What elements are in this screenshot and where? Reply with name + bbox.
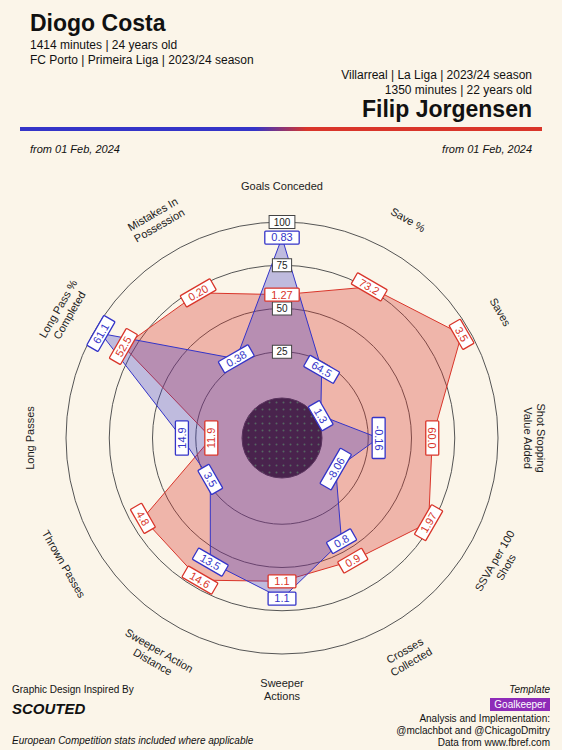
svg-text:1.1: 1.1	[274, 592, 289, 604]
html-text:Analysis and Implementation:: Analysis and Implementation:	[419, 713, 550, 724]
svg-text:SweeperActions: SweeperActions	[260, 677, 304, 702]
svg-text:Goals Conceded: Goals Conceded	[241, 180, 323, 192]
svg-text:75: 75	[276, 260, 288, 271]
svg-text:52.5: 52.5	[113, 334, 134, 359]
html-text:Villarreal | La Liga | 2023/24: Villarreal | La Liga | 2023/24 season	[341, 68, 532, 82]
html-text:Graphic Design Inspired By: Graphic Design Inspired By	[12, 684, 134, 695]
svg-text:1.1: 1.1	[274, 575, 289, 587]
svg-text:Thrown Passes: Thrown Passes	[40, 528, 89, 600]
svg-text:50: 50	[276, 303, 288, 314]
svg-text:3.5: 3.5	[453, 325, 471, 344]
svg-text:100: 100	[274, 217, 291, 228]
svg-text:-8.06: -8.06	[324, 455, 347, 483]
svg-text:0.83: 0.83	[271, 231, 292, 243]
svg-text:0.9: 0.9	[343, 551, 362, 569]
svg-text:Mistakes InPossession: Mistakes InPossession	[125, 195, 186, 245]
svg-text:Long Passes: Long Passes	[24, 406, 36, 470]
html-text:Diogo Costa: Diogo Costa	[30, 10, 166, 36]
svg-text:61.1: 61.1	[90, 321, 111, 346]
html-text:Data from www.fbref.com: Data from www.fbref.com	[437, 737, 550, 748]
svg-text:Sweeper ActionDistance: Sweeper ActionDistance	[117, 626, 196, 686]
html-text:1350 minutes | 22 years old: 1350 minutes | 22 years old	[384, 83, 532, 97]
html-text:from 01 Feb, 2024: from 01 Feb, 2024	[30, 143, 120, 155]
svg-text:4.8: 4.8	[134, 509, 152, 528]
svg-text:3.5: 3.5	[201, 470, 219, 489]
html-text:Goalkeeper: Goalkeeper	[494, 699, 546, 710]
svg-text:14.9: 14.9	[176, 427, 188, 448]
html-text:FC Porto | Primeira Liga | 202: FC Porto | Primeira Liga | 2023/24 seaso…	[30, 53, 254, 67]
svg-text:1.27: 1.27	[271, 289, 292, 301]
svg-text:64.5: 64.5	[309, 359, 334, 380]
svg-text:0.8: 0.8	[332, 532, 351, 550]
svg-text:73.2: 73.2	[357, 276, 382, 297]
html-text:European Competition stats inc: European Competition stats included wher…	[12, 735, 254, 746]
svg-text:Long Pass %Completed: Long Pass %Completed	[37, 277, 91, 346]
html-text:SCOUTED: SCOUTED	[12, 700, 86, 717]
html-text:1414 minutes | 24 years old: 1414 minutes | 24 years old	[30, 38, 178, 52]
svg-text:Save %: Save %	[389, 205, 428, 234]
html-text:Filip Jorgensen: Filip Jorgensen	[362, 96, 532, 122]
svg-text:Shot StoppingValue Added: Shot StoppingValue Added	[522, 403, 547, 472]
svg-text:-0.16: -0.16	[373, 425, 385, 450]
svg-text:11.9: 11.9	[205, 428, 217, 449]
svg-text:CrossesCollected: CrossesCollected	[382, 634, 434, 679]
svg-text:1.3: 1.3	[312, 406, 330, 425]
svg-text:0.20: 0.20	[186, 282, 211, 303]
html-text:@mclachbot and @ChicagoDmitry: @mclachbot and @ChicagoDmitry	[396, 725, 550, 736]
svg-text:25: 25	[276, 346, 288, 357]
svg-text:Saves: Saves	[488, 296, 514, 329]
svg-text:0.38: 0.38	[224, 348, 249, 369]
svg-text:SSVA per 100Shots: SSVA per 100Shots	[472, 528, 528, 600]
html-text:Template: Template	[509, 684, 550, 695]
svg-text:14.6: 14.6	[188, 569, 213, 590]
svg-text:1.97: 1.97	[418, 510, 439, 535]
html-text:from 01 Feb, 2024: from 01 Feb, 2024	[442, 143, 532, 155]
svg-text:60.0: 60.0	[426, 427, 438, 448]
svg-text:13.5: 13.5	[198, 551, 223, 572]
